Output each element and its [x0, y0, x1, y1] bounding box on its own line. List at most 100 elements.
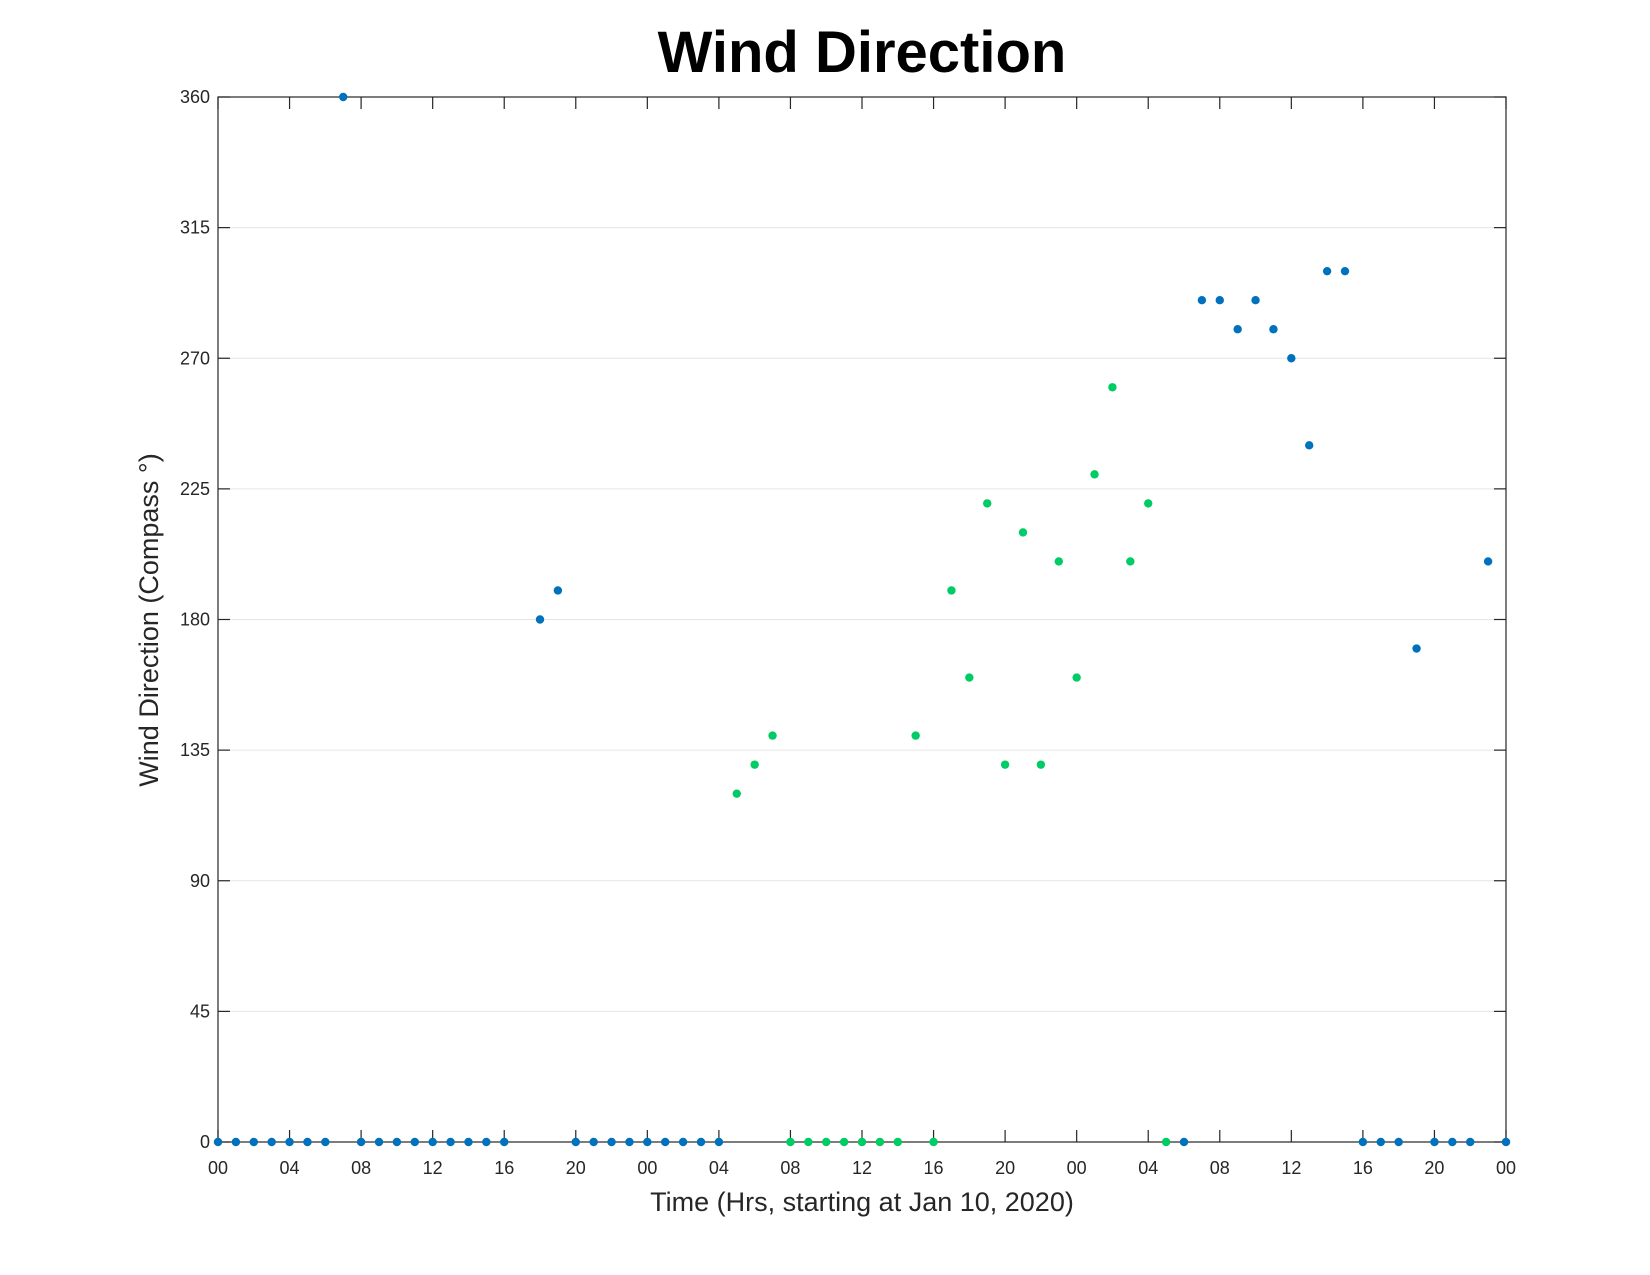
data-point: [1466, 1137, 1475, 1147]
data-point: [374, 1137, 384, 1147]
data-point: [1036, 760, 1046, 769]
x-tick-label: 16: [1353, 1158, 1373, 1178]
data-point: [321, 1137, 330, 1147]
data-point: [1287, 354, 1296, 363]
x-tick-label: 08: [351, 1158, 371, 1178]
data-point: [1340, 266, 1350, 276]
y-axis-label: Wind Direction (Compass °): [134, 453, 164, 786]
data-point: [267, 1137, 276, 1147]
data-point: [1090, 470, 1099, 479]
data-point: [553, 586, 563, 595]
data-point: [1376, 1137, 1385, 1147]
data-point: [1358, 1137, 1368, 1147]
data-point: [804, 1137, 813, 1147]
data-point: [678, 1137, 688, 1147]
data-point: [732, 789, 741, 798]
y-tick-label: 180: [180, 610, 210, 630]
data-point: [857, 1137, 867, 1147]
data-point: [1144, 499, 1153, 508]
x-tick-label: 12: [852, 1158, 872, 1178]
data-point: [285, 1137, 294, 1147]
x-tick-label: 20: [995, 1158, 1015, 1178]
data-point: [356, 1137, 366, 1147]
data-point: [1233, 325, 1242, 334]
data-point: [1161, 1137, 1171, 1147]
data-point: [696, 1137, 706, 1147]
data-point: [1215, 295, 1224, 305]
data-point: [1179, 1137, 1189, 1147]
data-point: [249, 1137, 258, 1147]
data-point: [1269, 325, 1278, 334]
data-point: [822, 1137, 831, 1147]
data-point: [500, 1137, 509, 1147]
x-tick-label: 16: [924, 1158, 944, 1178]
x-tick-label: 20: [1424, 1158, 1444, 1178]
data-point: [1322, 266, 1332, 276]
x-tick-label: 12: [423, 1158, 443, 1178]
data-point: [535, 615, 545, 624]
x-tick-label: 16: [494, 1158, 514, 1178]
data-point: [714, 1137, 724, 1147]
x-axis-label: Time (Hrs, starting at Jan 10, 2020): [650, 1187, 1074, 1217]
data-point: [750, 760, 759, 769]
data-point: [1197, 295, 1207, 305]
data-point: [1501, 1137, 1511, 1147]
data-point: [661, 1137, 670, 1147]
data-point: [464, 1137, 473, 1147]
y-tick-label: 90: [190, 871, 210, 891]
x-tick-label: 00: [1496, 1158, 1516, 1178]
data-point: [1483, 557, 1493, 566]
data-point: [875, 1137, 885, 1147]
x-tick-label: 20: [566, 1158, 586, 1178]
data-point: [213, 1137, 223, 1147]
data-point: [589, 1137, 598, 1147]
data-point: [1305, 441, 1314, 450]
data-point: [947, 586, 956, 595]
data-point: [983, 499, 992, 508]
data-point: [965, 673, 974, 682]
data-point: [410, 1137, 419, 1147]
x-tick-label: 04: [1138, 1158, 1158, 1178]
data-point: [1054, 557, 1063, 566]
chart-title: Wind Direction: [658, 20, 1067, 85]
data-point: [929, 1137, 938, 1147]
data-point: [839, 1137, 849, 1147]
data-point: [607, 1137, 616, 1147]
data-point: [446, 1137, 455, 1147]
data-point: [1000, 760, 1010, 769]
y-tick-label: 0: [200, 1132, 210, 1152]
data-point: [1412, 644, 1421, 653]
y-tick-label: 45: [190, 1001, 210, 1021]
data-point: [625, 1137, 634, 1147]
y-tick-label: 135: [180, 740, 210, 760]
y-tick-label: 225: [180, 479, 210, 499]
data-point: [1108, 383, 1117, 392]
data-point: [768, 731, 777, 740]
data-point: [1448, 1137, 1457, 1147]
data-point: [1018, 528, 1028, 537]
data-point: [1072, 673, 1081, 682]
data-points: [213, 92, 1511, 1147]
data-point: [339, 92, 348, 102]
x-tick-labels: 00 04 08 12 16 20 00 04 08 12 16 20 00 04 08 12 16 20 00: [208, 1158, 1516, 1178]
data-point: [1430, 1137, 1439, 1147]
data-point: [786, 1137, 795, 1147]
x-tick-label: 00: [208, 1158, 228, 1178]
data-point: [643, 1137, 652, 1147]
data-point: [482, 1137, 491, 1147]
data-point: [392, 1137, 402, 1147]
data-point: [428, 1137, 437, 1147]
y-tick-label: 360: [180, 87, 210, 107]
x-tick-label: 08: [1210, 1158, 1230, 1178]
y-tick-label: 315: [180, 218, 210, 238]
y-tick-label: 270: [180, 348, 210, 368]
x-tick-label: 00: [1067, 1158, 1087, 1178]
x-tick-label: 00: [637, 1158, 657, 1178]
x-tick-label: 04: [280, 1158, 300, 1178]
data-point: [571, 1137, 580, 1147]
gridlines: [218, 227, 1506, 1012]
x-tick-label: 04: [709, 1158, 729, 1178]
x-tick-label: 08: [780, 1158, 800, 1178]
data-point: [911, 731, 920, 740]
